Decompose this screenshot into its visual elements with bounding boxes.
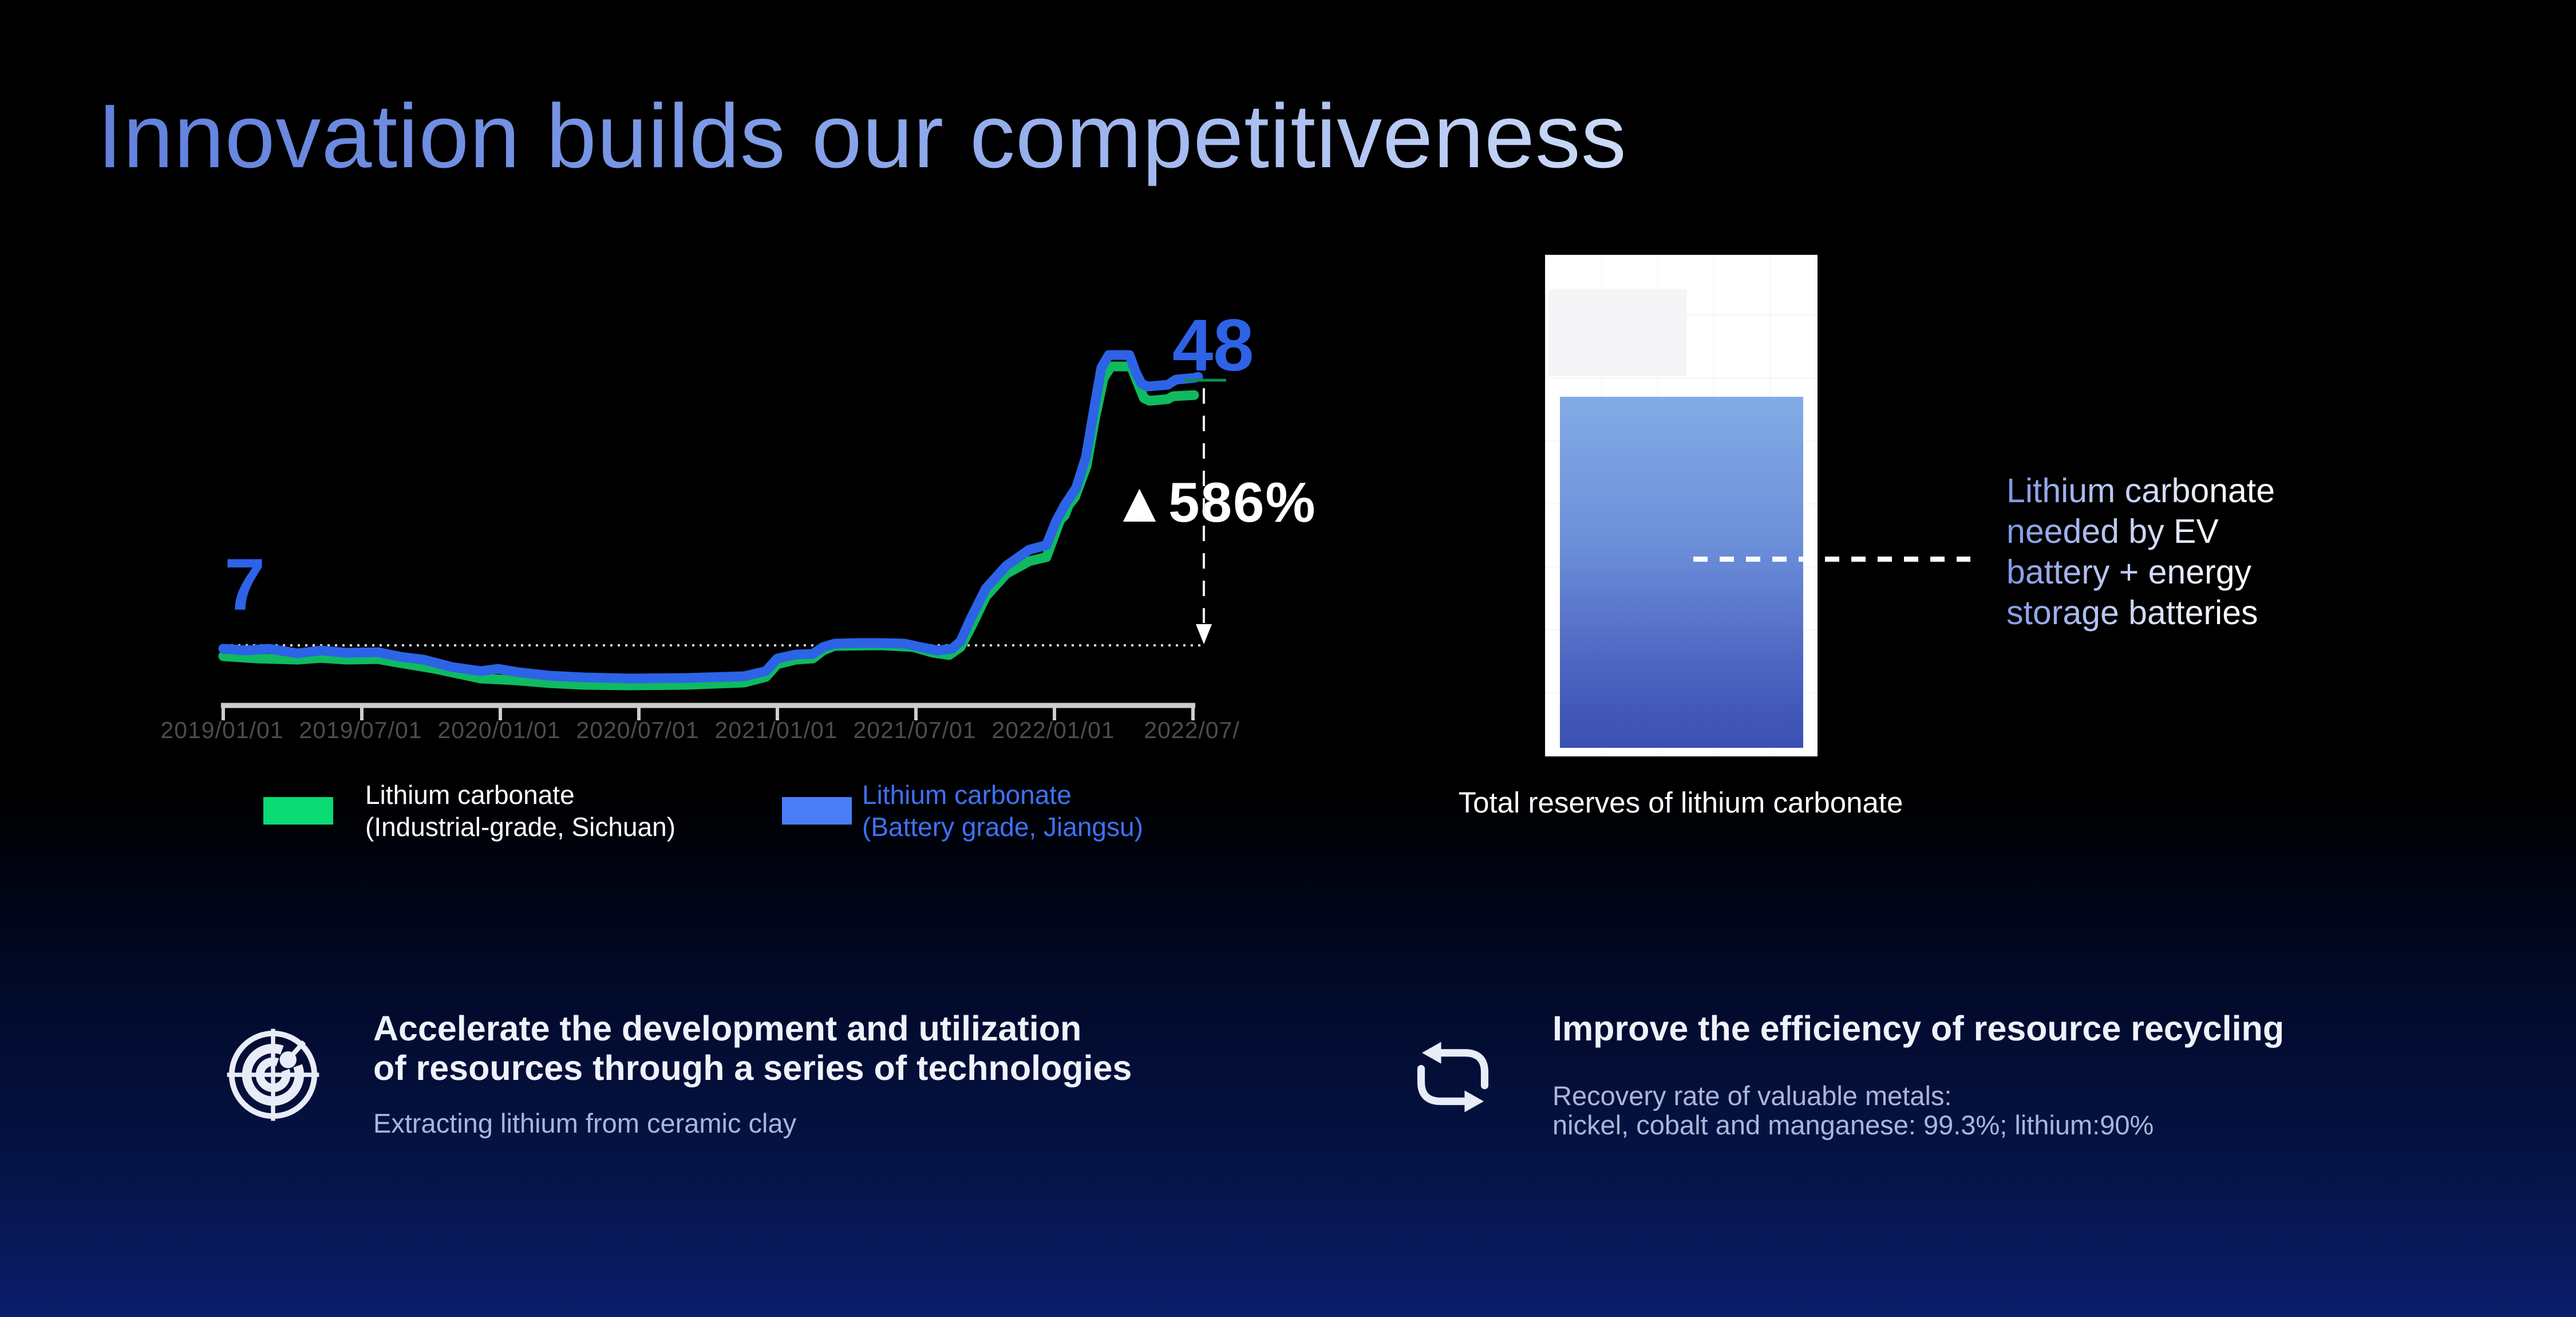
feature-development-heading: Accelerate the development and utilizati… bbox=[373, 1009, 1132, 1087]
line-chart-plot bbox=[218, 350, 1226, 720]
x-tick-label: 2021/07/01 bbox=[853, 717, 977, 743]
page-title: Innovation builds our competitiveness bbox=[97, 85, 1627, 188]
radar-target-icon bbox=[227, 1028, 319, 1121]
reserves-faint-square bbox=[1548, 289, 1687, 376]
feature-recycling-heading: Improve the efficiency of resource recyc… bbox=[1552, 1009, 2285, 1048]
x-tick-label: 2019/07/01 bbox=[299, 717, 422, 743]
x-tick-label: 2022/01/01 bbox=[991, 717, 1115, 743]
drop-arrowhead bbox=[1196, 624, 1212, 644]
recycle-sync-icon bbox=[1417, 1042, 1489, 1113]
legend-swatch-blue bbox=[782, 797, 852, 825]
dashed-connector-line bbox=[1693, 557, 1970, 562]
legend-label-battery: Lithium carbonate (Battery grade, Jiangs… bbox=[862, 780, 1143, 842]
chart-change-annotation: ▲586% bbox=[1112, 471, 1317, 534]
reserves-needed-label: Lithium carbonate needed by EV battery +… bbox=[2006, 471, 2275, 633]
chart-end-value: 48 bbox=[1172, 305, 1254, 387]
series-green-industrial-grade bbox=[218, 361, 1199, 691]
reserves-caption: Total reserves of lithium carbonate bbox=[1458, 786, 1903, 819]
x-tick-label: 2022/07/ bbox=[1144, 717, 1240, 743]
reserves-fill-bar bbox=[1560, 397, 1803, 748]
x-axis-ticks bbox=[222, 705, 1195, 720]
x-tick-label: 2020/01/01 bbox=[437, 717, 561, 743]
feature-recycling-subtext: Recovery rate of valuable metals: nickel… bbox=[1552, 1081, 2154, 1140]
feature-development-subtext: Extracting lithium from ceramic clay bbox=[373, 1108, 797, 1138]
reserves-container bbox=[1545, 255, 1818, 756]
x-tick-label: 2020/07/01 bbox=[576, 717, 700, 743]
legend-swatch-green bbox=[263, 797, 333, 825]
legend-label-industrial: Lithium carbonate (Industrial-grade, Sic… bbox=[365, 780, 676, 842]
x-tick-label: 2021/01/01 bbox=[714, 717, 838, 743]
chart-start-value: 7 bbox=[224, 544, 266, 626]
x-tick-label: 2019/01/01 bbox=[160, 717, 284, 743]
series-blue-battery-grade bbox=[218, 350, 1203, 684]
